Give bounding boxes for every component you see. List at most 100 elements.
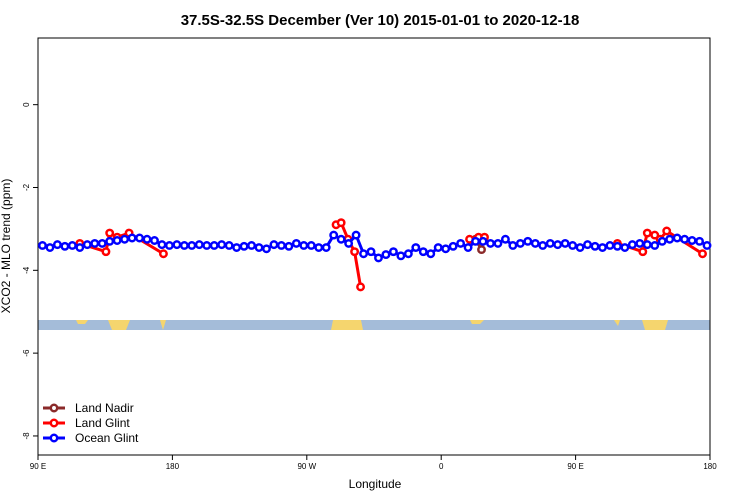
data-point (500, 234, 510, 244)
y-tick-label: 0 (22, 102, 31, 107)
data-point (642, 228, 652, 238)
legend-label: Ocean Glint (75, 431, 139, 445)
data-point (254, 243, 264, 252)
data-point (247, 241, 256, 250)
data-point (388, 247, 398, 257)
data-point (262, 244, 271, 254)
data-point (179, 241, 189, 250)
data-point (127, 233, 137, 243)
data-point (638, 247, 648, 257)
data-point (381, 250, 391, 260)
ocean-strip (38, 320, 710, 330)
data-point (239, 241, 249, 251)
data-point (642, 240, 652, 250)
data-point (508, 241, 518, 250)
data-point (463, 243, 473, 252)
data-point (672, 233, 682, 243)
data-point (538, 241, 548, 250)
data-point (560, 238, 570, 248)
data-point (403, 249, 413, 259)
data-point (598, 243, 607, 252)
data-point (112, 236, 122, 245)
data-point (45, 243, 55, 252)
data-point (493, 238, 503, 248)
x-tick-label: 90 W (297, 462, 316, 471)
data-point (359, 249, 368, 259)
data-point (553, 240, 563, 250)
data-point (620, 243, 630, 252)
data-point (120, 234, 130, 244)
data-point (411, 243, 421, 252)
series (38, 230, 712, 263)
data-point (329, 230, 339, 240)
data-point (224, 241, 234, 250)
data-point (276, 241, 286, 250)
data-point (172, 240, 182, 250)
data-point (702, 241, 712, 250)
data-point (695, 236, 704, 246)
data-point (545, 238, 555, 248)
data-point (157, 240, 167, 250)
data-point (351, 230, 361, 240)
x-axis-label: Longitude (349, 477, 402, 491)
data-point (217, 240, 227, 250)
data-point (232, 243, 242, 252)
data-point (209, 241, 219, 250)
legend-marker (49, 403, 59, 413)
data-point (635, 238, 645, 248)
data-point (105, 236, 115, 246)
data-point (650, 230, 660, 240)
data-point (38, 241, 47, 250)
data-point (627, 240, 637, 250)
data-point (530, 238, 540, 248)
x-tick-label: 90 E (30, 462, 46, 471)
data-point (680, 234, 690, 244)
data-point (158, 249, 168, 259)
data-point (306, 241, 316, 250)
data-point (52, 240, 62, 250)
y-tick-label: -2 (22, 183, 31, 191)
x-tick-label: 180 (166, 462, 180, 471)
legend-label: Land Glint (75, 416, 130, 430)
data-point (477, 245, 486, 255)
data-point (321, 243, 331, 252)
data-point (75, 243, 85, 252)
data-point (486, 238, 495, 248)
data-point (687, 236, 697, 245)
y-tick-label: -8 (22, 432, 31, 440)
x-tick-label: 180 (703, 462, 717, 471)
data-point (82, 240, 92, 250)
data-point (456, 238, 466, 248)
data-point (135, 233, 144, 243)
data-point (356, 282, 366, 292)
data-point (164, 241, 174, 250)
data-point (662, 226, 672, 236)
data-point (105, 228, 115, 238)
data-point (612, 241, 622, 251)
data-point (583, 240, 592, 250)
data-point (448, 241, 458, 251)
data-point (269, 240, 279, 250)
data-point (657, 236, 667, 246)
data-point (101, 247, 111, 257)
x-tick-label: 90 E (567, 462, 583, 471)
data-point (150, 236, 159, 245)
data-point (60, 241, 70, 251)
data-point (650, 241, 660, 250)
data-point (698, 249, 707, 259)
data-point (515, 238, 525, 248)
y-tick-label: -4 (22, 266, 31, 274)
data-point (142, 234, 152, 244)
data-point (90, 238, 100, 248)
data-point (314, 243, 324, 252)
data-point (605, 241, 615, 250)
data-point (336, 234, 346, 244)
chart-title: 37.5S-32.5S December (Ver 10) 2015-01-01… (181, 12, 580, 29)
data-point (299, 241, 309, 250)
data-point (433, 243, 443, 252)
data-point (366, 247, 376, 257)
y-tick-label: -6 (22, 349, 31, 357)
legend-label: Land Nadir (75, 401, 134, 415)
